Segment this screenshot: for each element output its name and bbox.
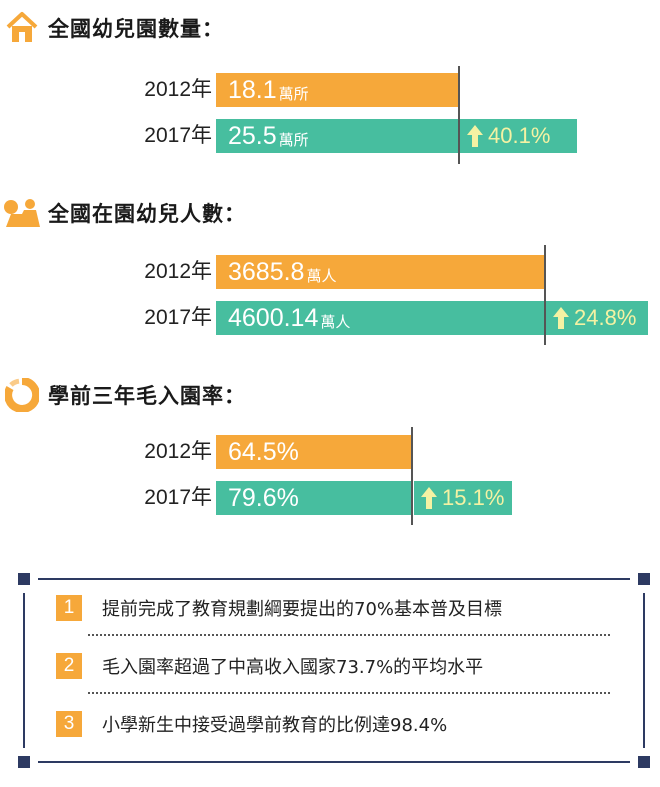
section-title: 學前三年毛入園率： — [48, 384, 246, 408]
increase-value: 15.1% — [442, 485, 505, 510]
bar-unit: 萬人 — [306, 266, 337, 285]
up-arrow-icon — [421, 487, 437, 509]
year-label: 2017年 — [144, 486, 212, 509]
section-title: 全國在園幼兒人數： — [48, 202, 246, 226]
year-label: 2012年 — [144, 78, 212, 101]
bar-value: 4600.14 — [228, 303, 319, 332]
bar-2012: 64.5% — [216, 435, 412, 469]
increase-box: 24.8% — [546, 301, 648, 335]
bar-unit: 萬人 — [320, 312, 351, 331]
bar-unit: 萬所 — [278, 84, 309, 103]
increase-box: 15.1% — [414, 481, 512, 515]
year-label: 2017年 — [144, 124, 212, 147]
year-label: 2012年 — [144, 440, 212, 463]
section-header: 全國幼兒園數量： — [0, 10, 224, 46]
corner-square — [638, 756, 650, 768]
increase-value: 24.8% — [574, 305, 637, 330]
up-arrow-icon — [553, 307, 569, 329]
corner-square — [18, 573, 30, 585]
year-label: 2012年 — [144, 260, 212, 283]
bar-2017: 4600.14 萬人 — [216, 301, 545, 335]
donut-icon — [0, 377, 44, 413]
baseline-marker — [458, 66, 460, 164]
bar-value: 79.6% — [228, 483, 299, 512]
note-number: 3 — [56, 711, 82, 737]
bar-value: 64.5% — [228, 437, 299, 466]
increase-value: 40.1% — [488, 123, 551, 148]
bar-2017: 79.6% — [216, 481, 412, 515]
year-label: 2017年 — [144, 306, 212, 329]
bottom-border — [38, 761, 630, 763]
bar-value: 18.1 — [228, 75, 277, 104]
corner-square — [638, 573, 650, 585]
note-text: 毛入園率超過了中高收入國家73.7%的平均水平 — [102, 657, 484, 678]
bar-2017: 25.5 萬所 — [216, 119, 459, 153]
bar-value: 3685.8 — [228, 257, 305, 286]
house-icon — [0, 10, 44, 46]
baseline-marker — [411, 427, 413, 525]
section-header: 全國在園幼兒人數： — [0, 195, 246, 231]
section-header: 學前三年毛入園率： — [0, 377, 246, 413]
note-item: 1 提前完成了教育規劃綱要提出的70%基本普及目標 — [56, 594, 502, 622]
section-title: 全國幼兒園數量： — [48, 17, 224, 41]
note-text: 小學新生中接受過學前教育的比例達98.4% — [102, 715, 448, 736]
bar-2012: 3685.8 萬人 — [216, 255, 545, 289]
left-border — [23, 593, 25, 748]
bar-value: 25.5 — [228, 121, 277, 150]
note-item: 2 毛入園率超過了中高收入國家73.7%的平均水平 — [56, 652, 483, 680]
corner-square — [18, 756, 30, 768]
notes-box: 1 提前完成了教育規劃綱要提出的70%基本普及目標 2 毛入園率超過了中高收入國… — [18, 573, 650, 768]
dotted-divider — [88, 634, 610, 636]
children-icon — [0, 195, 44, 231]
top-border — [38, 578, 630, 580]
increase-box: 40.1% — [460, 119, 577, 153]
note-text: 提前完成了教育規劃綱要提出的70%基本普及目標 — [102, 599, 503, 620]
bar-unit: 萬所 — [278, 130, 309, 149]
up-arrow-icon — [467, 125, 483, 147]
right-border — [643, 593, 645, 748]
note-number: 1 — [56, 595, 82, 621]
dotted-divider — [88, 692, 610, 694]
note-number: 2 — [56, 653, 82, 679]
bar-2012: 18.1 萬所 — [216, 73, 459, 107]
note-item: 3 小學新生中接受過學前教育的比例達98.4% — [56, 710, 447, 738]
baseline-marker — [544, 245, 546, 345]
